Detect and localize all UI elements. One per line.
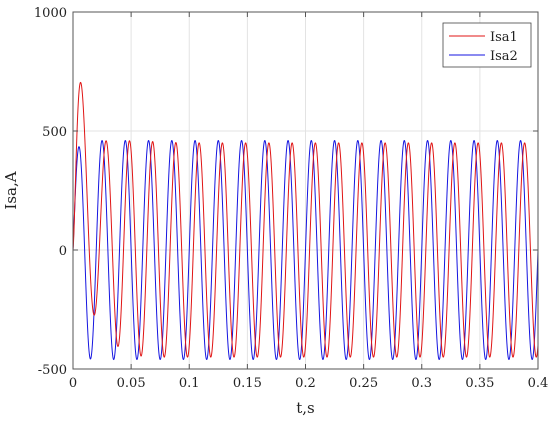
x-tick-label: 0.35: [465, 376, 494, 391]
y-tick-label: -500: [38, 363, 67, 378]
x-tick-label: 0.4: [528, 376, 549, 391]
x-tick-label: 0.25: [349, 376, 378, 391]
x-tick-label: 0: [69, 376, 77, 391]
x-tick-label: 0.3: [411, 376, 432, 391]
x-tick-label: 0.15: [233, 376, 262, 391]
y-tick-label: 1000: [34, 6, 67, 21]
x-tick-label: 0.05: [117, 376, 146, 391]
y-tick-label: 0: [59, 244, 67, 259]
legend-label-isa1: Isa1: [490, 30, 518, 45]
y-tick-label: 500: [42, 125, 67, 140]
series-line-isa1: [73, 81, 538, 358]
x-tick-label: 0.2: [295, 376, 316, 391]
series-layer: [73, 81, 538, 361]
y-ticks: -500 0 500 1000: [34, 6, 538, 378]
legend-box: [442, 22, 532, 68]
legend: Isa1 Isa2: [442, 22, 532, 68]
y-axis-label: Isa,A: [2, 171, 20, 209]
x-tick-label: 0.1: [179, 376, 200, 391]
legend-label-isa2: Isa2: [490, 49, 518, 64]
x-ticks: 0 0.05 0.1 0.15 0.2 0.25 0.3 0.35 0.4: [69, 12, 548, 391]
x-axis-label: t,s: [296, 399, 315, 417]
